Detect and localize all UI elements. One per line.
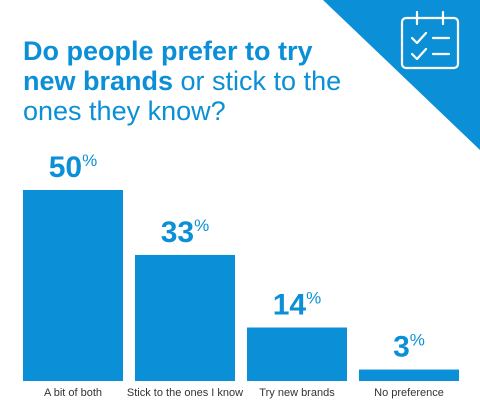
percent-sign-4: % [410, 331, 425, 350]
title-line-2-bold: new brands [23, 66, 174, 96]
category-label-2: Stick to the ones I know [127, 387, 243, 399]
value-label-1: 50% [49, 151, 98, 184]
bar-1 [23, 190, 123, 381]
value-label-3: 14% [273, 289, 322, 322]
percent-sign-1: % [82, 151, 97, 170]
value-label-4: 3% [393, 331, 425, 364]
title-line-1: Do people prefer to try [23, 36, 313, 66]
value-label-2: 33% [161, 216, 210, 249]
percent-sign-3: % [306, 289, 321, 308]
category-label-4: No preference [374, 387, 444, 399]
bar-2 [135, 254, 235, 381]
calendar-checklist-icon [400, 10, 460, 70]
percent-sign-2: % [194, 216, 209, 235]
title-line-3: ones they know? [23, 96, 226, 126]
bar-4 [359, 369, 459, 381]
title-line-2-rest: or stick to the [173, 66, 342, 96]
page-title: Do people prefer to try new brands or st… [23, 36, 353, 126]
category-label-3: Try new brands [259, 387, 335, 399]
category-label-1: A bit of both [44, 387, 102, 399]
bar-3 [247, 327, 347, 381]
